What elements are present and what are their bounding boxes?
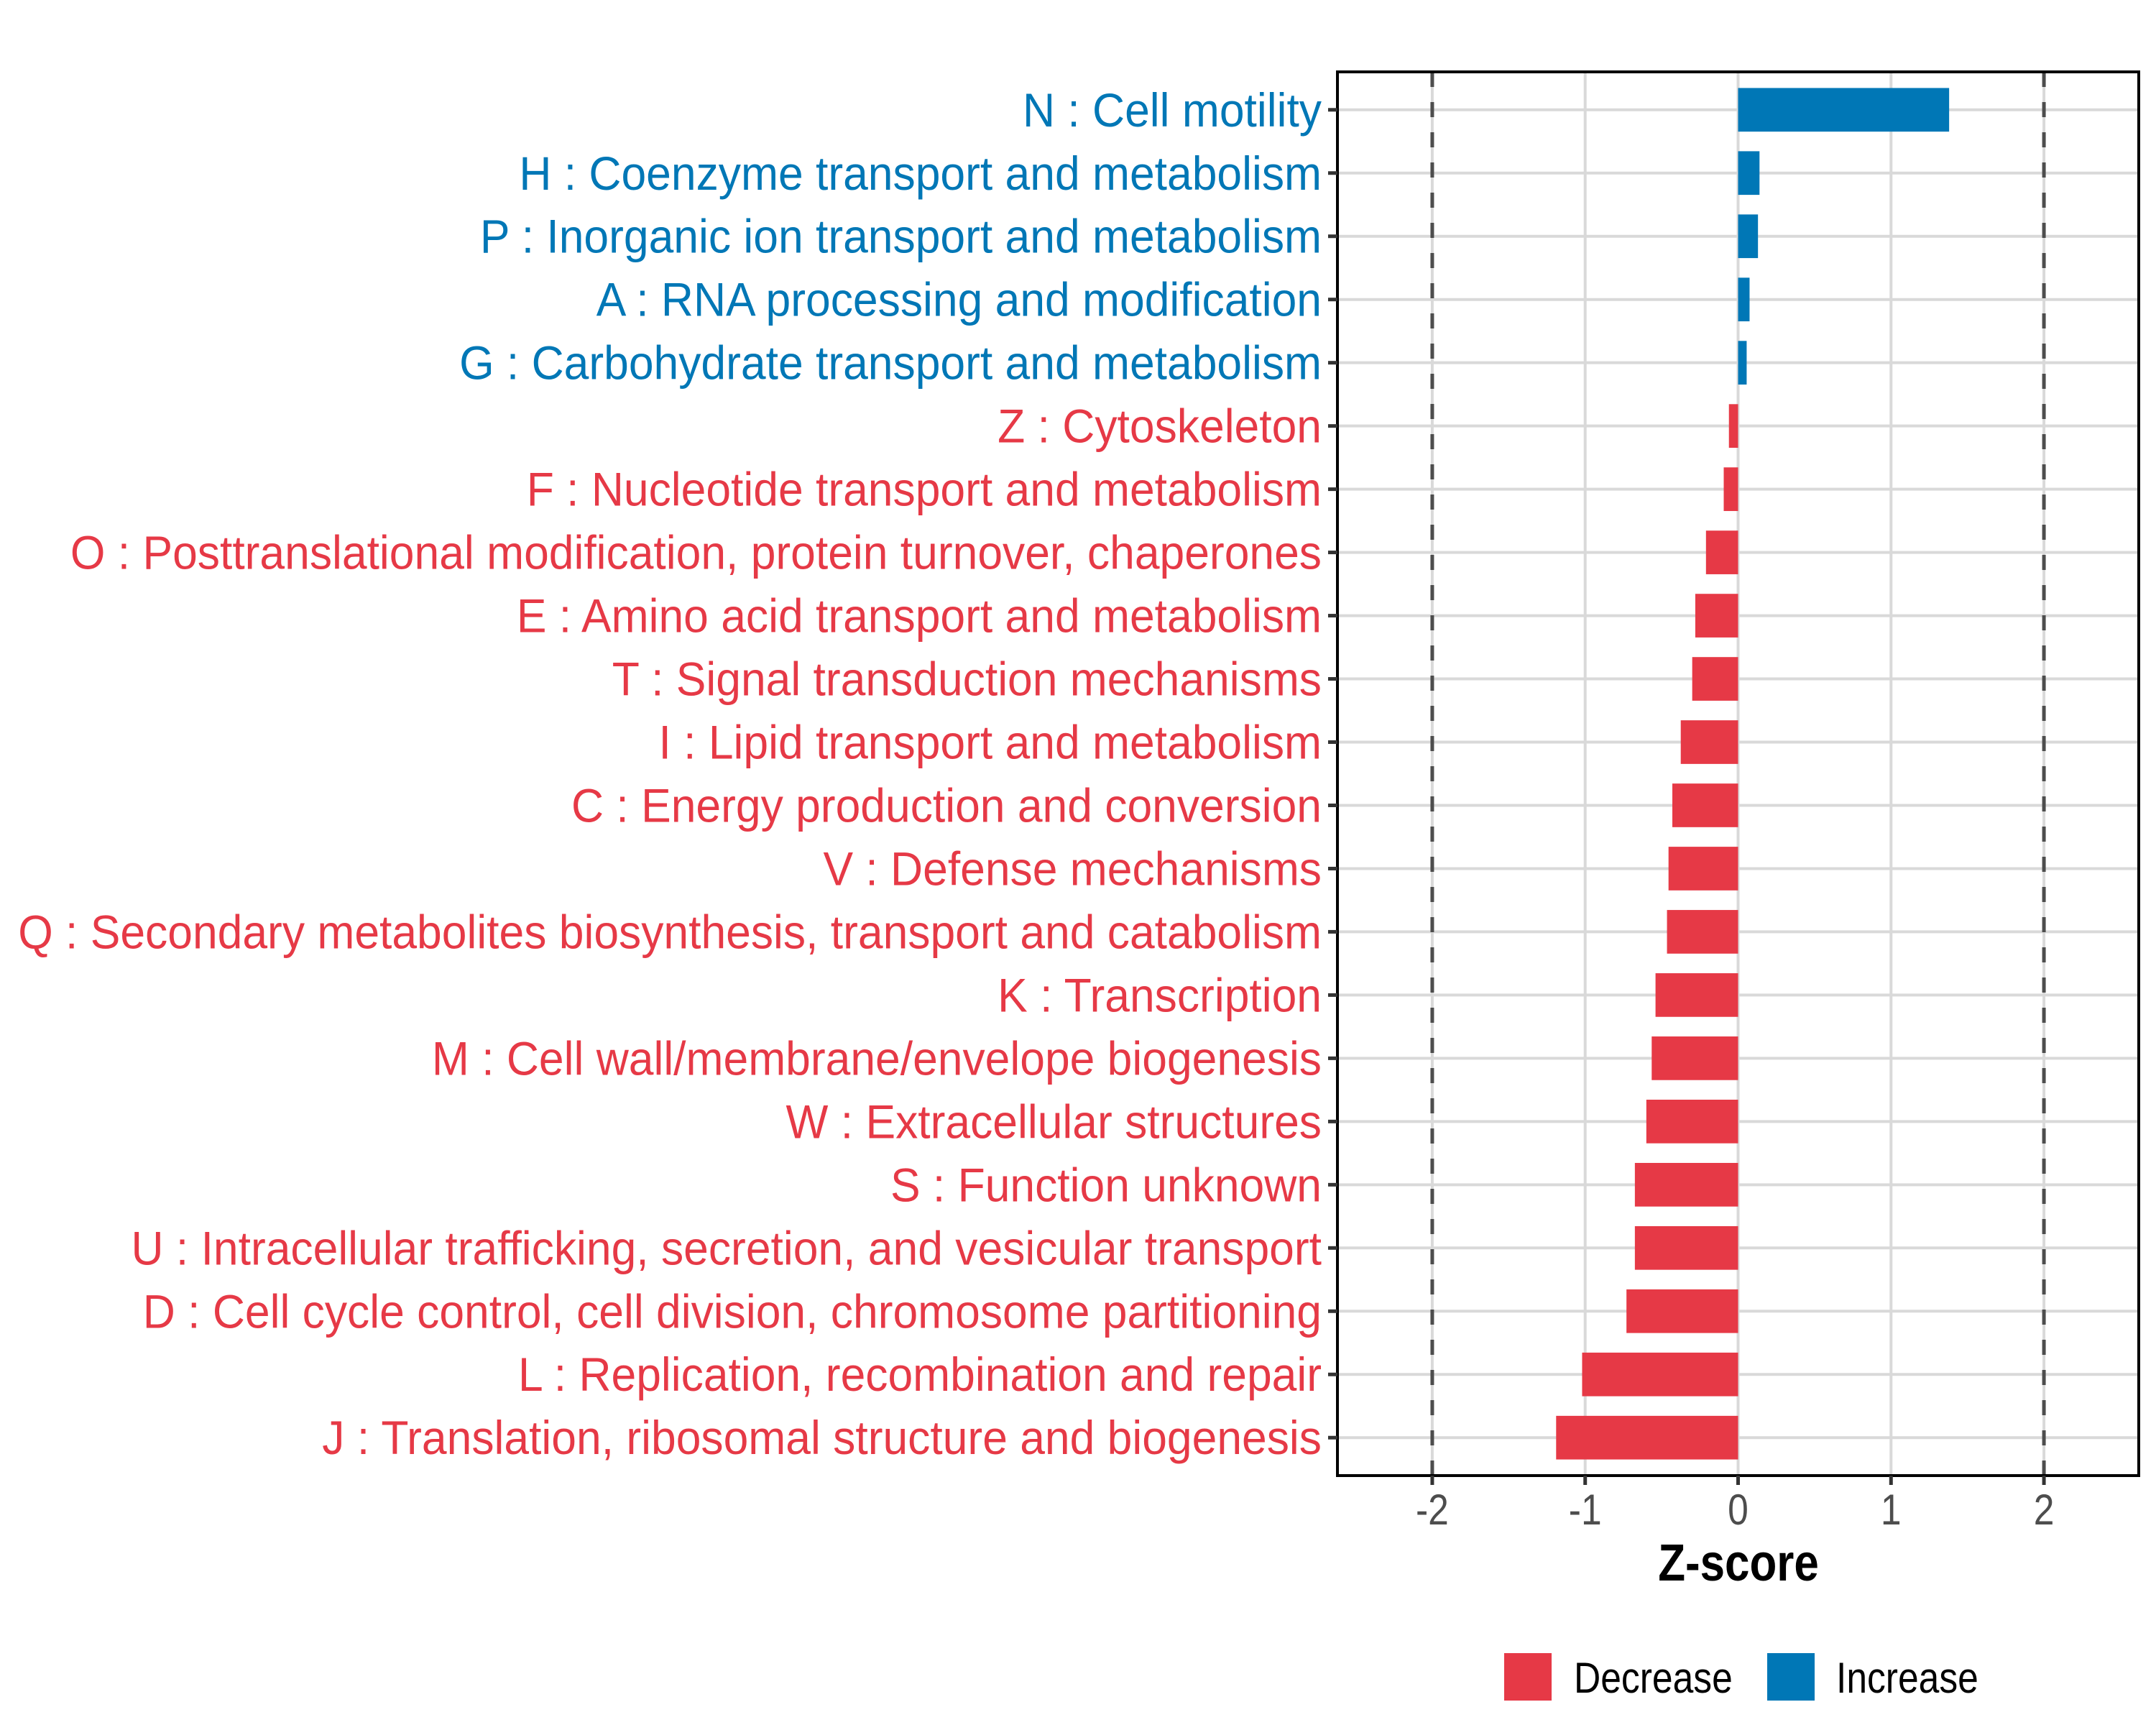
x-tick-label: -1 bbox=[1569, 1485, 1602, 1534]
bar-w bbox=[1646, 1100, 1738, 1144]
bar-j bbox=[1556, 1415, 1738, 1460]
bar-t bbox=[1692, 657, 1738, 701]
bar-z bbox=[1728, 404, 1738, 448]
category-label: J : Translation, ribosomal structure and… bbox=[322, 1412, 1322, 1465]
category-label: V : Defense mechanisms bbox=[823, 842, 1322, 896]
category-label: I : Lipid transport and metabolism bbox=[658, 716, 1322, 769]
bar-p bbox=[1738, 214, 1759, 259]
y-axis-labels: N : Cell motility H : Coenzyme transport … bbox=[18, 83, 1322, 1464]
category-label: F : Nucleotide transport and metabolism bbox=[527, 463, 1322, 516]
category-label: Z : Cytoskeleton bbox=[998, 400, 1322, 453]
x-axis-ticks bbox=[1430, 1476, 2046, 1485]
legend-label-decrease: Decrease bbox=[1574, 1653, 1733, 1702]
legend-key-decrease bbox=[1504, 1653, 1552, 1701]
bar-c bbox=[1672, 783, 1738, 827]
category-label: O : Posttranslational modification, prot… bbox=[70, 526, 1322, 579]
category-label: W : Extracellular structures bbox=[786, 1095, 1322, 1149]
bars bbox=[1556, 88, 1950, 1460]
legend: Decrease Increase bbox=[1504, 1653, 1978, 1702]
x-axis-title: Z-score bbox=[1658, 1535, 1819, 1592]
reference-lines bbox=[1430, 72, 2046, 1476]
bar-m bbox=[1651, 1036, 1738, 1080]
bar-a bbox=[1738, 277, 1750, 322]
bar-u bbox=[1634, 1225, 1738, 1270]
category-label: P : Inorganic ion transport and metaboli… bbox=[480, 210, 1322, 263]
category-label: Q : Secondary metabolites biosynthesis, … bbox=[18, 906, 1322, 959]
category-label: C : Energy production and conversion bbox=[571, 779, 1322, 832]
x-tick-label: 1 bbox=[1881, 1485, 1902, 1534]
category-label: D : Cell cycle control, cell division, c… bbox=[143, 1285, 1322, 1338]
category-label: G : Carbohydrate transport and metabolis… bbox=[459, 336, 1322, 390]
category-label: U : Intracellular trafficking, secretion… bbox=[132, 1222, 1322, 1275]
y-axis-ticks bbox=[1328, 108, 1337, 1440]
bar-s bbox=[1634, 1162, 1738, 1207]
bar-d bbox=[1626, 1289, 1738, 1333]
category-label: S : Function unknown bbox=[890, 1159, 1322, 1212]
bar-n bbox=[1738, 88, 1950, 132]
bar-k bbox=[1655, 973, 1738, 1017]
category-label: T : Signal transduction mechanisms bbox=[612, 653, 1322, 706]
category-label: A : RNA processing and modification bbox=[596, 273, 1322, 326]
x-tick-label: 0 bbox=[1728, 1485, 1749, 1534]
bar-o bbox=[1705, 530, 1738, 574]
bar-v bbox=[1668, 847, 1738, 891]
category-label: N : Cell motility bbox=[1023, 83, 1322, 137]
category-label: E : Amino acid transport and metabolism bbox=[517, 589, 1322, 643]
bar-h bbox=[1738, 151, 1760, 196]
bar-g bbox=[1738, 341, 1747, 385]
x-tick-label: 2 bbox=[2034, 1485, 2055, 1534]
bar-e bbox=[1695, 594, 1738, 638]
bar-f bbox=[1723, 467, 1738, 511]
category-label: K : Transcription bbox=[998, 969, 1322, 1022]
category-label: L : Replication, recombination and repai… bbox=[518, 1348, 1322, 1402]
bar-q bbox=[1667, 910, 1738, 954]
x-axis-tick-labels: -2 -1 0 1 2 bbox=[1416, 1485, 2054, 1534]
bar-l bbox=[1582, 1352, 1738, 1397]
x-tick-label: -2 bbox=[1416, 1485, 1449, 1534]
category-label: H : Coenzyme transport and metabolism bbox=[519, 147, 1322, 200]
legend-label-increase: Increase bbox=[1836, 1653, 1978, 1702]
legend-key-increase bbox=[1767, 1653, 1815, 1701]
plot-panel bbox=[1336, 70, 2140, 1477]
category-label: M : Cell wall/membrane/envelope biogenes… bbox=[432, 1032, 1322, 1085]
bar-i bbox=[1680, 720, 1738, 764]
